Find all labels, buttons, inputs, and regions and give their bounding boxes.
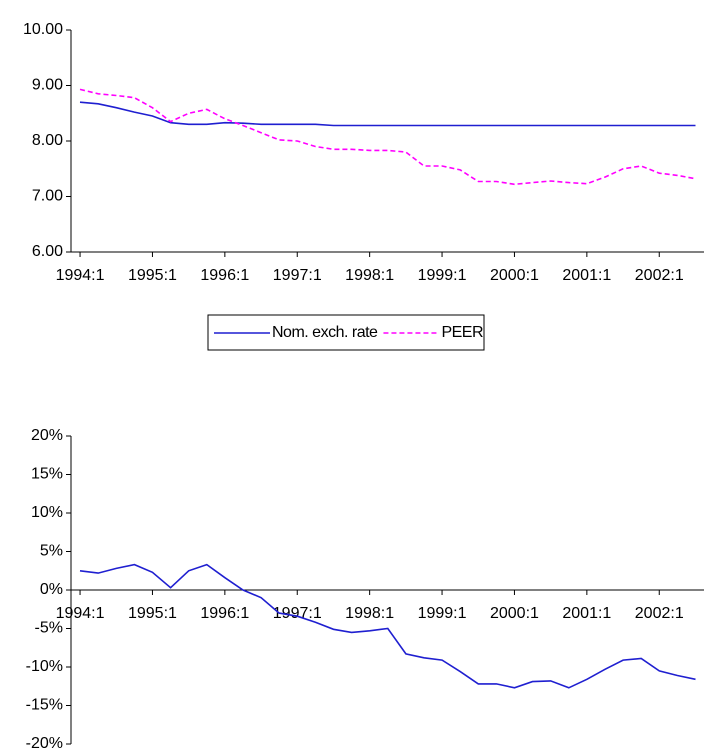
y-tick-label: 10.00 — [23, 21, 63, 38]
x-tick-label: 1999:1 — [418, 605, 467, 622]
x-tick-label: 1997:1 — [273, 267, 322, 284]
y-tick-label: 5% — [40, 543, 63, 560]
x-tick-label: 1998:1 — [345, 605, 394, 622]
x-tick-label: 1995:1 — [128, 605, 177, 622]
x-tick-label: 1995:1 — [128, 267, 177, 284]
x-tick-label: 1996:1 — [200, 605, 249, 622]
y-tick-label: 8.00 — [32, 132, 63, 149]
y-tick-label: 15% — [31, 466, 63, 483]
x-tick-label: 1996:1 — [200, 267, 249, 284]
y-tick-label: 20% — [31, 427, 63, 444]
x-tick-label: 2000:1 — [490, 267, 539, 284]
y-tick-label: -10% — [26, 658, 63, 675]
legend-label: Nom. exch. rate — [272, 324, 378, 341]
y-tick-label: -20% — [26, 735, 63, 749]
data-line — [79, 88, 696, 186]
x-tick-label: 2002:1 — [635, 267, 684, 284]
x-tick-label: 1998:1 — [345, 267, 394, 284]
x-tick-label: 1999:1 — [418, 267, 467, 284]
y-tick-label: -5% — [35, 620, 63, 637]
data-line — [79, 563, 696, 689]
x-tick-label: 1994:1 — [56, 267, 105, 284]
legend-label: PEER — [441, 324, 483, 341]
y-tick-label: 6.00 — [32, 243, 63, 260]
x-tick-label: 2002:1 — [635, 605, 684, 622]
y-tick-label: 0% — [40, 581, 63, 598]
y-tick-label: 7.00 — [32, 188, 63, 205]
x-tick-label: 1994:1 — [56, 605, 105, 622]
y-tick-label: -15% — [26, 697, 63, 714]
x-tick-label: 2001:1 — [562, 267, 611, 284]
x-tick-label: 2000:1 — [490, 605, 539, 622]
data-line — [79, 101, 696, 127]
x-tick-label: 1997:1 — [273, 605, 322, 622]
y-tick-label: 10% — [31, 504, 63, 521]
y-tick-label: 9.00 — [32, 77, 63, 94]
x-tick-label: 2001:1 — [562, 605, 611, 622]
